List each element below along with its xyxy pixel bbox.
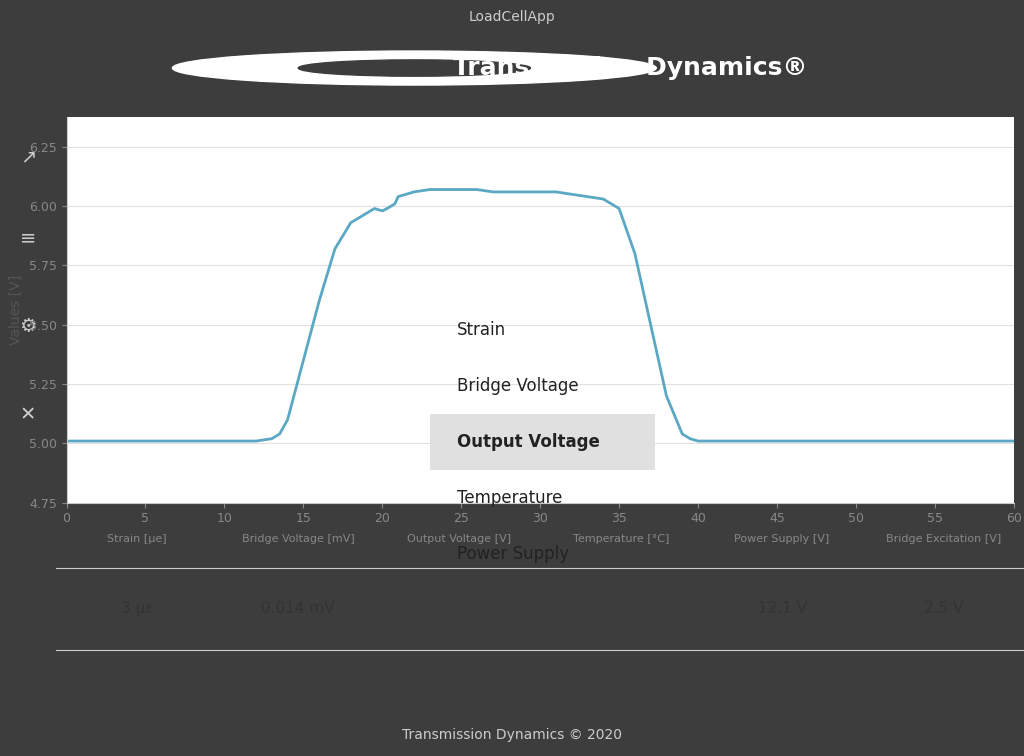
Text: Bridge Voltage: Bridge Voltage — [457, 377, 579, 395]
Text: 0.014 mV: 0.014 mV — [261, 601, 335, 616]
Text: Bridge Excitation [V]: Bridge Excitation [V] — [886, 534, 1001, 544]
Text: Output Voltage: Output Voltage — [457, 433, 600, 451]
Circle shape — [298, 60, 530, 76]
Text: Transmission Dynamics®: Transmission Dynamics® — [453, 56, 808, 80]
Text: Bridge Voltage [mV]: Bridge Voltage [mV] — [242, 534, 354, 544]
Circle shape — [172, 51, 656, 85]
Text: ⚙: ⚙ — [19, 317, 37, 336]
Text: 3 μɛ: 3 μɛ — [121, 601, 154, 616]
Text: Temperature: Temperature — [457, 489, 562, 507]
Y-axis label: Values [V]: Values [V] — [9, 275, 24, 345]
Text: Output Voltage [V]: Output Voltage [V] — [408, 534, 512, 544]
Text: ✕: ✕ — [20, 405, 36, 425]
Text: ↗: ↗ — [20, 147, 36, 166]
Text: Power Supply [V]: Power Supply [V] — [734, 534, 829, 544]
Text: Strain: Strain — [457, 321, 506, 339]
Text: ≡: ≡ — [20, 228, 36, 248]
Text: 2.5 V: 2.5 V — [924, 601, 963, 616]
Text: Power Supply: Power Supply — [457, 545, 569, 563]
Text: 12.1 V: 12.1 V — [758, 601, 807, 616]
Text: LoadCellApp: LoadCellApp — [469, 10, 555, 24]
FancyBboxPatch shape — [430, 414, 655, 470]
Text: Transmission Dynamics © 2020: Transmission Dynamics © 2020 — [402, 728, 622, 742]
Text: Temperature [°C]: Temperature [°C] — [572, 534, 669, 544]
Text: Strain [μe]: Strain [μe] — [108, 534, 167, 544]
